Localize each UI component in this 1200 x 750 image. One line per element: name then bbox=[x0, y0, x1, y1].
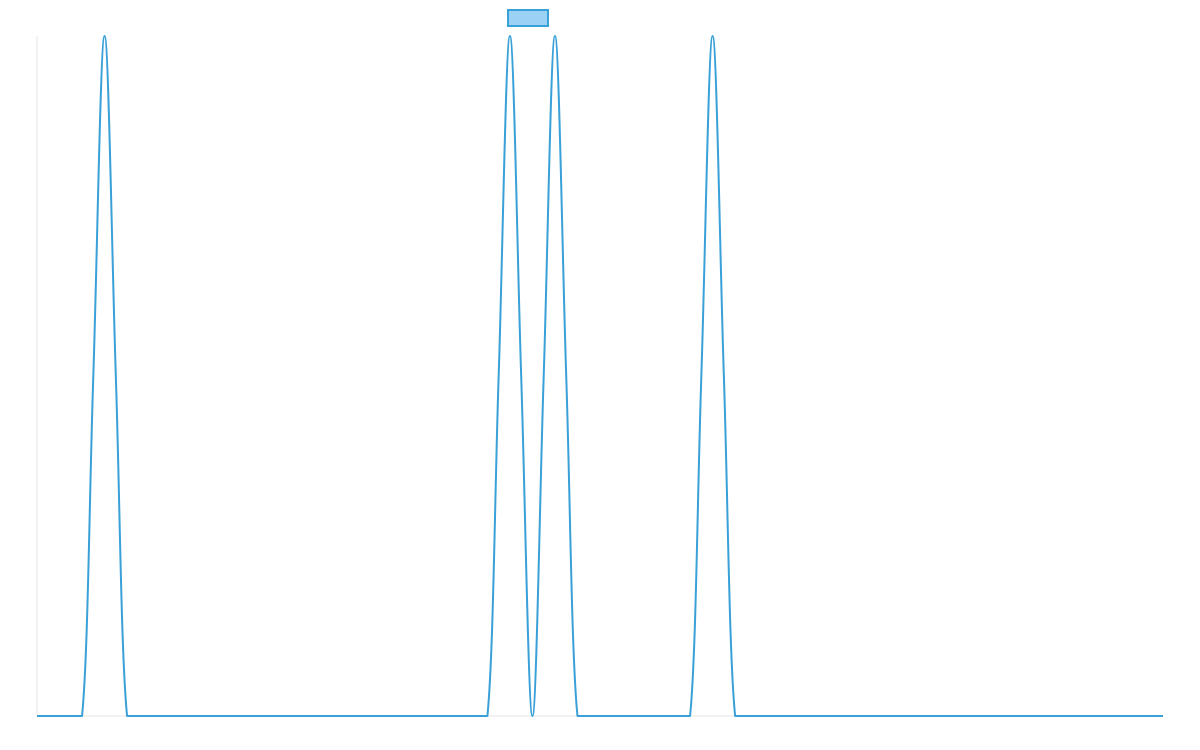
legend-swatch-0[interactable] bbox=[507, 9, 549, 27]
legend[interactable] bbox=[507, 9, 549, 27]
axes bbox=[36, 36, 1163, 717]
series-line-0[interactable] bbox=[37, 35, 1163, 717]
series-layer bbox=[37, 35, 1163, 717]
